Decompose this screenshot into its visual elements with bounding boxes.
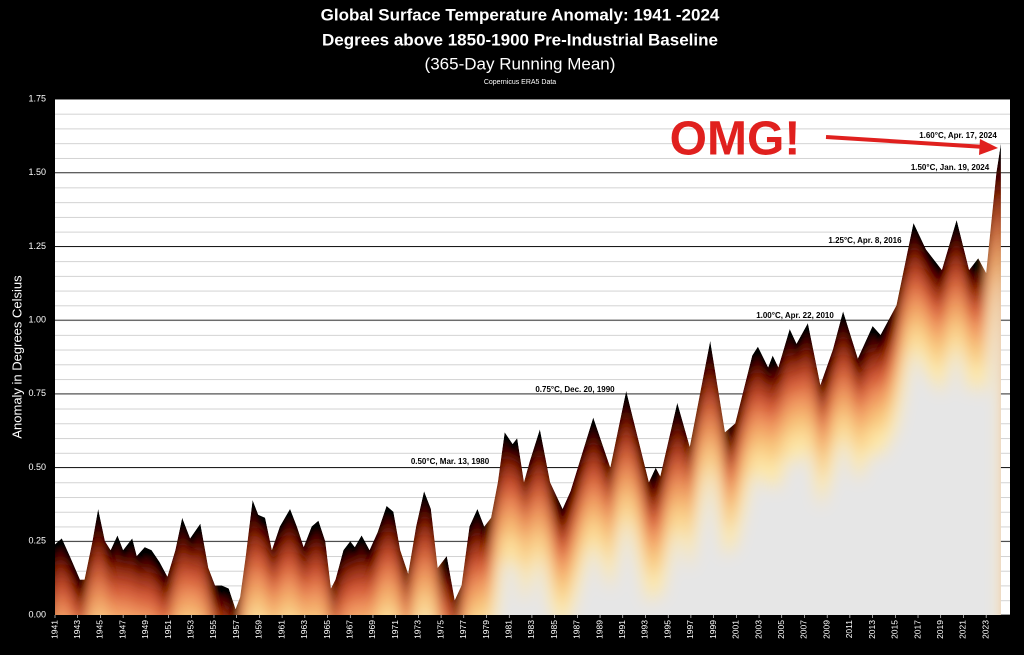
- x-tick-label: 1959: [254, 620, 264, 639]
- x-tick-label: 2007: [799, 620, 809, 639]
- annotation: 0.50°C, Mar. 13, 1980: [411, 457, 490, 466]
- y-tick-label: 1.00: [28, 315, 46, 325]
- x-tick-label: 1987: [572, 620, 582, 639]
- x-tick-label: 1941: [49, 620, 59, 639]
- x-tick-label: 1969: [367, 620, 377, 639]
- x-tick-label: 1973: [413, 620, 423, 639]
- x-tick-label: 2005: [776, 620, 786, 639]
- chart-subtitle: Degrees above 1850-1900 Pre-Industrial B…: [322, 30, 718, 49]
- x-tick-label: 2017: [912, 620, 922, 639]
- x-tick-label: 2001: [731, 620, 741, 639]
- y-tick-label: 1.25: [28, 241, 46, 251]
- y-axis-label: Anomaly in Degrees Celsius: [9, 275, 24, 439]
- chart-title: Global Surface Temperature Anomaly: 1941…: [321, 5, 720, 24]
- callout: OMG!: [670, 113, 801, 166]
- x-tick-label: 1945: [95, 620, 105, 639]
- annotation: 1.50°C, Jan. 19, 2024: [911, 163, 990, 172]
- y-tick-label: 0.50: [28, 462, 46, 472]
- x-tick-label: 1991: [617, 620, 627, 639]
- x-tick-label: 1971: [390, 620, 400, 639]
- y-tick-label: 0.75: [28, 388, 46, 398]
- source-note: Copernicus ERA5 Data: [484, 79, 556, 86]
- x-tick-label: 1957: [231, 620, 241, 639]
- arrow: [825, 135, 986, 149]
- x-tick-label: 1997: [685, 620, 695, 639]
- x-tick-label: 2011: [844, 620, 854, 639]
- annotation: 1.00°C, Apr. 22, 2010: [756, 311, 834, 320]
- x-tick-label: 1975: [435, 620, 445, 639]
- x-tick-label: 1985: [549, 620, 559, 639]
- x-tick-label: 2009: [821, 620, 831, 639]
- y-tick-label: 0.25: [28, 536, 46, 546]
- y-tick-label: 1.75: [28, 93, 46, 103]
- area: [55, 143, 1001, 616]
- x-tick-label: 1979: [481, 620, 491, 639]
- x-tick-label: 1993: [640, 620, 650, 639]
- annotation: 1.25°C, Apr. 8, 2016: [828, 236, 902, 245]
- x-tick-label: 2019: [935, 620, 945, 639]
- x-tick-label: 2015: [890, 620, 900, 639]
- annotations: 1.60°C, Apr. 17, 2024 1.50°C, Jan. 19, 20…: [411, 113, 998, 466]
- arrow-head: [979, 139, 998, 155]
- x-tick-label: 1953: [186, 620, 196, 639]
- x-tick-label: 2003: [753, 620, 763, 639]
- x-tick-label: 1947: [117, 620, 127, 639]
- x-tick-label: 1989: [594, 620, 604, 639]
- x-tick-label: 1967: [344, 620, 354, 639]
- x-tick-label: 2013: [867, 620, 877, 639]
- x-tick-label: 1983: [526, 620, 536, 639]
- x-tick-label: 1949: [140, 620, 150, 639]
- annotation: 0.75°C, Dec. 20, 1990: [535, 385, 615, 394]
- x-tick-label: 1965: [322, 620, 332, 639]
- x-tick-label: 1977: [458, 620, 468, 639]
- x-tick-label: 2021: [958, 620, 968, 639]
- x-tick-label: 1961: [276, 620, 286, 639]
- x-tick-label: 1951: [163, 620, 173, 639]
- x-tick-label: 1943: [72, 620, 82, 639]
- chart-subtitle: (365-Day Running Mean): [425, 54, 616, 73]
- x-tick-label: 2023: [980, 620, 990, 639]
- x-tick-label: 1963: [299, 620, 309, 639]
- x-tick-label: 1981: [503, 620, 513, 639]
- x-tick-label: 1999: [708, 620, 718, 639]
- y-tick-label: 0.00: [28, 609, 46, 619]
- y-tick-label: 1.50: [28, 167, 46, 177]
- x-tick-label: 1995: [662, 620, 672, 639]
- annotation: 1.60°C, Apr. 17, 2024: [919, 131, 997, 140]
- area-layer: [55, 143, 1001, 616]
- x-tick-label: 1955: [208, 620, 218, 639]
